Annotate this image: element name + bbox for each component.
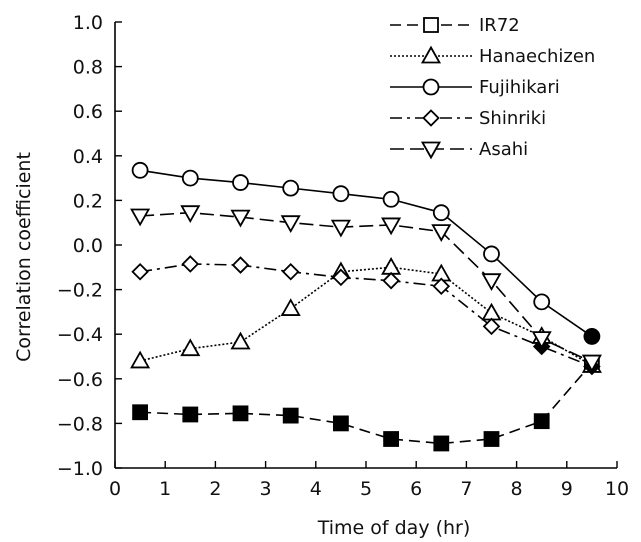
legend-label: Asahi	[479, 139, 528, 160]
data-point	[280, 215, 301, 234]
data-point	[332, 415, 349, 432]
data-point	[433, 435, 450, 452]
data-point	[381, 217, 402, 236]
y-tick-label: −0.4	[57, 324, 103, 346]
data-point	[533, 293, 551, 311]
data-point	[531, 331, 552, 349]
legend-entry: Fujihikari	[390, 77, 560, 98]
data-point	[131, 161, 149, 179]
series-line	[139, 169, 593, 338]
legend-marker	[423, 17, 439, 33]
series-hanaechizen	[130, 256, 602, 373]
data-point	[483, 245, 500, 263]
data-point	[332, 268, 350, 287]
data-point	[483, 431, 500, 447]
data-point	[432, 204, 450, 222]
x-tick-label: 8	[511, 478, 523, 500]
legend-label: IR72	[479, 15, 520, 36]
series-line	[140, 211, 593, 363]
data-point	[282, 179, 300, 197]
y-tick-label: 0.4	[73, 146, 103, 168]
x-tick-label: 2	[209, 478, 221, 500]
x-ticks: 0 1 2 3 4 5 6 7 8 9 10	[109, 461, 629, 500]
legend: IR72 Hanaechizen Fujihikari Shinriki Asahi	[390, 15, 595, 160]
data-point	[232, 405, 249, 422]
x-tick-label: 4	[310, 478, 322, 500]
legend-label: Shinriki	[479, 108, 546, 129]
series-line	[139, 266, 593, 367]
x-tick-label: 3	[260, 478, 272, 500]
x-tick-label: 6	[410, 478, 422, 500]
data-point	[232, 174, 249, 191]
y-tick-label: −0.6	[57, 369, 103, 391]
data-point	[130, 350, 151, 369]
data-point	[431, 224, 452, 242]
data-point	[180, 338, 201, 357]
x-tick-label: 0	[109, 478, 121, 500]
legend-entry: Shinriki	[390, 108, 546, 129]
data-point	[583, 328, 601, 345]
data-point	[382, 190, 400, 208]
data-point	[280, 298, 301, 316]
x-tick-label: 1	[159, 478, 171, 500]
data-point	[581, 354, 602, 373]
y-tick-label: −1.0	[57, 458, 103, 480]
legend-marker	[422, 109, 440, 127]
series-ir72	[132, 355, 600, 452]
y-ticks: −1.0 −0.8 −0.6 −0.4 −0.2 0.0 0.2 0.4 0.6 0.8 1.0	[57, 12, 122, 480]
data-point	[533, 413, 550, 430]
data-point	[282, 407, 299, 424]
series-asahi	[130, 205, 602, 373]
y-tick-label: −0.2	[57, 280, 103, 302]
data-point	[281, 262, 300, 281]
legend-entry: Asahi	[390, 139, 528, 160]
data-point	[481, 302, 502, 321]
y-tick-label: 1.0	[73, 12, 103, 34]
y-axis-title: Correlation coefficient	[13, 152, 35, 362]
x-tick-label: 10	[605, 478, 629, 500]
legend-entry: IR72	[390, 15, 520, 36]
data-point	[182, 406, 199, 423]
data-point	[482, 317, 501, 336]
data-point	[381, 256, 402, 275]
legend-label: Fujihikari	[479, 77, 560, 98]
data-point	[131, 262, 149, 281]
data-point	[181, 255, 200, 273]
x-tick-label: 7	[460, 478, 472, 500]
data-point	[230, 209, 251, 228]
data-point	[231, 256, 250, 274]
y-tick-label: −0.8	[57, 413, 103, 435]
y-tick-label: 0.6	[73, 101, 103, 123]
data-point	[132, 404, 149, 421]
data-point	[432, 277, 451, 296]
series-line	[139, 263, 593, 368]
data-point	[382, 271, 400, 290]
series-shinriki	[131, 255, 601, 376]
legend-marker	[420, 141, 442, 160]
x-axis-title: Time of day (hr)	[317, 517, 471, 539]
data-point	[383, 431, 400, 447]
data-point	[180, 205, 201, 223]
x-tick-label: 9	[561, 478, 573, 500]
legend-marker	[422, 78, 440, 96]
data-point	[130, 208, 151, 227]
data-point	[332, 185, 350, 203]
data-point	[330, 219, 351, 238]
data-point	[230, 331, 251, 350]
data-point	[181, 169, 199, 187]
series-line	[140, 362, 593, 445]
y-tick-label: 0.2	[73, 190, 103, 212]
y-tick-label: 0.0	[73, 235, 103, 257]
y-tick-label: 0.8	[73, 57, 103, 79]
series-layer	[130, 161, 602, 452]
plot-area: 0 1 2 3 4 5 6 7 8 9 10 −1.0 −0.8 −0.6 −0.4 −0.2 0.0 0.2 0…	[57, 12, 629, 500]
legend-label: Hanaechizen	[479, 46, 595, 67]
legend-entry: Hanaechizen	[390, 45, 595, 67]
legend-marker	[420, 45, 442, 64]
series-fujihikari	[131, 161, 601, 345]
x-tick-label: 5	[360, 478, 372, 500]
data-point	[481, 273, 502, 292]
